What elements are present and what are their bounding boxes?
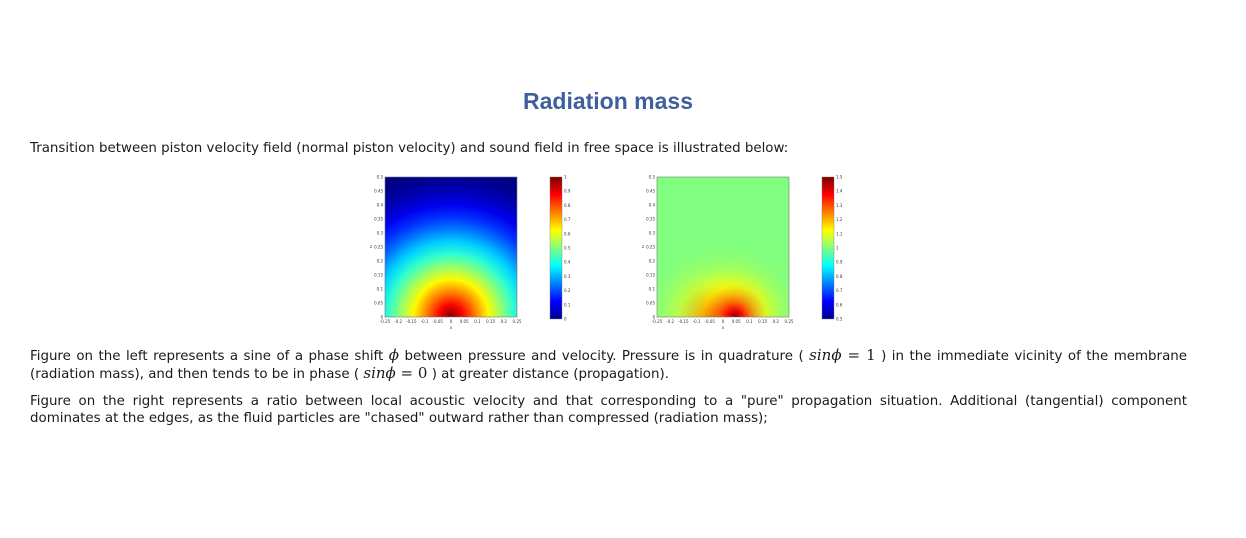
x-tick-label: -0.1 [421, 319, 429, 324]
colorbar-tick-label: 1 [564, 175, 567, 180]
equation-rhs: = 0 [395, 364, 428, 382]
x-tick-label: 0.15 [486, 319, 495, 324]
x-tick-label: 0.05 [732, 319, 741, 324]
x-tick-label: -0.2 [666, 319, 674, 324]
x-tick-label: -0.25 [652, 319, 663, 324]
text-segment: between pressure and velocity. Pressure … [398, 349, 810, 364]
x-tick-label: 0 [450, 319, 453, 324]
heatmap-hotspot [657, 177, 789, 317]
y-tick-label: 0.25 [646, 245, 655, 250]
x-tick-label: 0 [722, 319, 725, 324]
colorbar-tick-label: 0.5 [564, 246, 571, 251]
velocity-ratio-heatmap: 0.50.450.40.350.30.250.20.150.10.050-0.2… [642, 175, 843, 331]
colorbar-tick-label: 0.9 [564, 189, 571, 194]
colorbar-tick-label: 0.7 [836, 288, 843, 293]
y-axis-label: z [370, 244, 372, 249]
x-tick-label: 0.1 [474, 319, 481, 324]
figure-right: 0.5 0.45 0.4 0.35 0.3 0.25 0.2 0.15 0.1 0.05 0 -0.2… [640, 172, 850, 336]
colorbar-tick-label: 0.1 [564, 302, 571, 307]
y-axis-label: z [642, 244, 644, 249]
y-tick-label: 0.35 [374, 217, 383, 222]
x-tick-label: 0.15 [758, 319, 767, 324]
y-tick-label: 0.45 [374, 189, 383, 194]
text-segment: Figure on the left represents a sine of … [30, 349, 389, 364]
colorbar-tick-label: 0.4 [564, 260, 571, 265]
y-tick-label: 0.1 [377, 287, 384, 292]
y-tick-label: 0 [380, 315, 383, 320]
equation-lhs: sinϕ [809, 346, 842, 364]
x-tick-label: 0.25 [785, 319, 794, 324]
y-tick-label: 0.25 [374, 245, 383, 250]
colorbar-tick-label: 0.3 [564, 274, 571, 279]
y-tick-label: 0.5 [649, 175, 656, 180]
colorbar-tick-label: 1.3 [836, 203, 843, 208]
x-tick-label: -0.25 [380, 319, 391, 324]
y-tick-label: 0.05 [374, 301, 383, 306]
x-tick-label: -0.15 [406, 319, 417, 324]
right-figure-description: Figure on the right represents a ratio b… [30, 394, 1187, 426]
y-tick-label: 0.15 [646, 273, 655, 278]
colorbar-tick-label: 0.7 [564, 217, 571, 222]
colorbar-tick-label: 0.9 [836, 260, 843, 265]
intro-paragraph: Transition between piston velocity field… [30, 141, 789, 156]
x-axis-label: x [450, 325, 453, 330]
colorbar-tick-label: 1.5 [836, 175, 843, 180]
phi-symbol: ϕ [388, 346, 399, 364]
colorbar-tick-label: 0.8 [836, 274, 843, 279]
text-segment: ) in the immediate vicinity of the membr… [30, 349, 1187, 382]
y-tick-label: 0.3 [377, 231, 384, 236]
plot-frame [384, 176, 518, 318]
x-tick-label: -0.1 [693, 319, 701, 324]
equation-rhs: = 1 [841, 346, 876, 364]
colorbar [550, 177, 562, 319]
y-tick-label: 0.1 [649, 287, 656, 292]
colorbar-tick-label: 0.6 [836, 302, 843, 307]
x-tick-label: 0.2 [773, 319, 780, 324]
colorbar-tick-label: 1.2 [836, 217, 843, 222]
figure-left: 0.5 0.45 0.4 0.35 0.3 0.25 0.2 0.15 0.1 0.05 0 -0.2… [368, 172, 578, 336]
colorbar-tick-label: 1 [836, 246, 839, 251]
x-axis-label: x [722, 325, 725, 330]
plot-frame [656, 176, 790, 318]
y-tick-label: 0.3 [649, 231, 656, 236]
y-tick-label: 0.05 [646, 301, 655, 306]
x-tick-label: -0.05 [705, 319, 716, 324]
equation-lhs: sinϕ [363, 364, 396, 382]
y-tick-label: 0.4 [649, 203, 656, 208]
y-tick-label: 0.45 [646, 189, 655, 194]
colorbar-tick-label: 0.2 [564, 288, 571, 293]
colorbar-tick-label: 0.8 [564, 203, 571, 208]
x-tick-label: -0.05 [433, 319, 444, 324]
y-tick-label: 0.4 [377, 203, 384, 208]
phase-shift-heatmap: 0.50.450.40.350.30.250.20.150.10.050-0.2… [370, 175, 571, 331]
y-tick-label: 0.2 [377, 259, 384, 264]
x-tick-label: 0.2 [501, 319, 508, 324]
colorbar-tick-label: 0 [564, 317, 567, 322]
left-figure-description: Figure on the left represents a sine of … [30, 347, 1187, 383]
y-tick-label: 0.35 [646, 217, 655, 222]
colorbar-tick-label: 1.4 [836, 189, 843, 194]
y-tick-label: 0.15 [374, 273, 383, 278]
x-tick-label: -0.15 [678, 319, 689, 324]
heatmap-hotspot [385, 177, 517, 317]
colorbar [822, 177, 834, 319]
text-segment: ) at greater distance (propagation). [427, 367, 669, 382]
colorbar-tick-label: 1.1 [836, 231, 843, 236]
x-tick-label: 0.05 [460, 319, 469, 324]
x-tick-label: 0.25 [513, 319, 522, 324]
colorbar-tick-label: 0.6 [564, 231, 571, 236]
colorbar-frame [821, 176, 835, 320]
y-tick-label: 0.5 [377, 175, 384, 180]
page-title: Radiation mass [523, 88, 693, 114]
y-tick-label: 0.2 [649, 259, 656, 264]
y-tick-label: 0 [652, 315, 655, 320]
colorbar-frame [549, 176, 563, 320]
colorbar-tick-label: 0.5 [836, 317, 843, 322]
x-tick-label: -0.2 [394, 319, 402, 324]
x-tick-label: 0.1 [746, 319, 753, 324]
